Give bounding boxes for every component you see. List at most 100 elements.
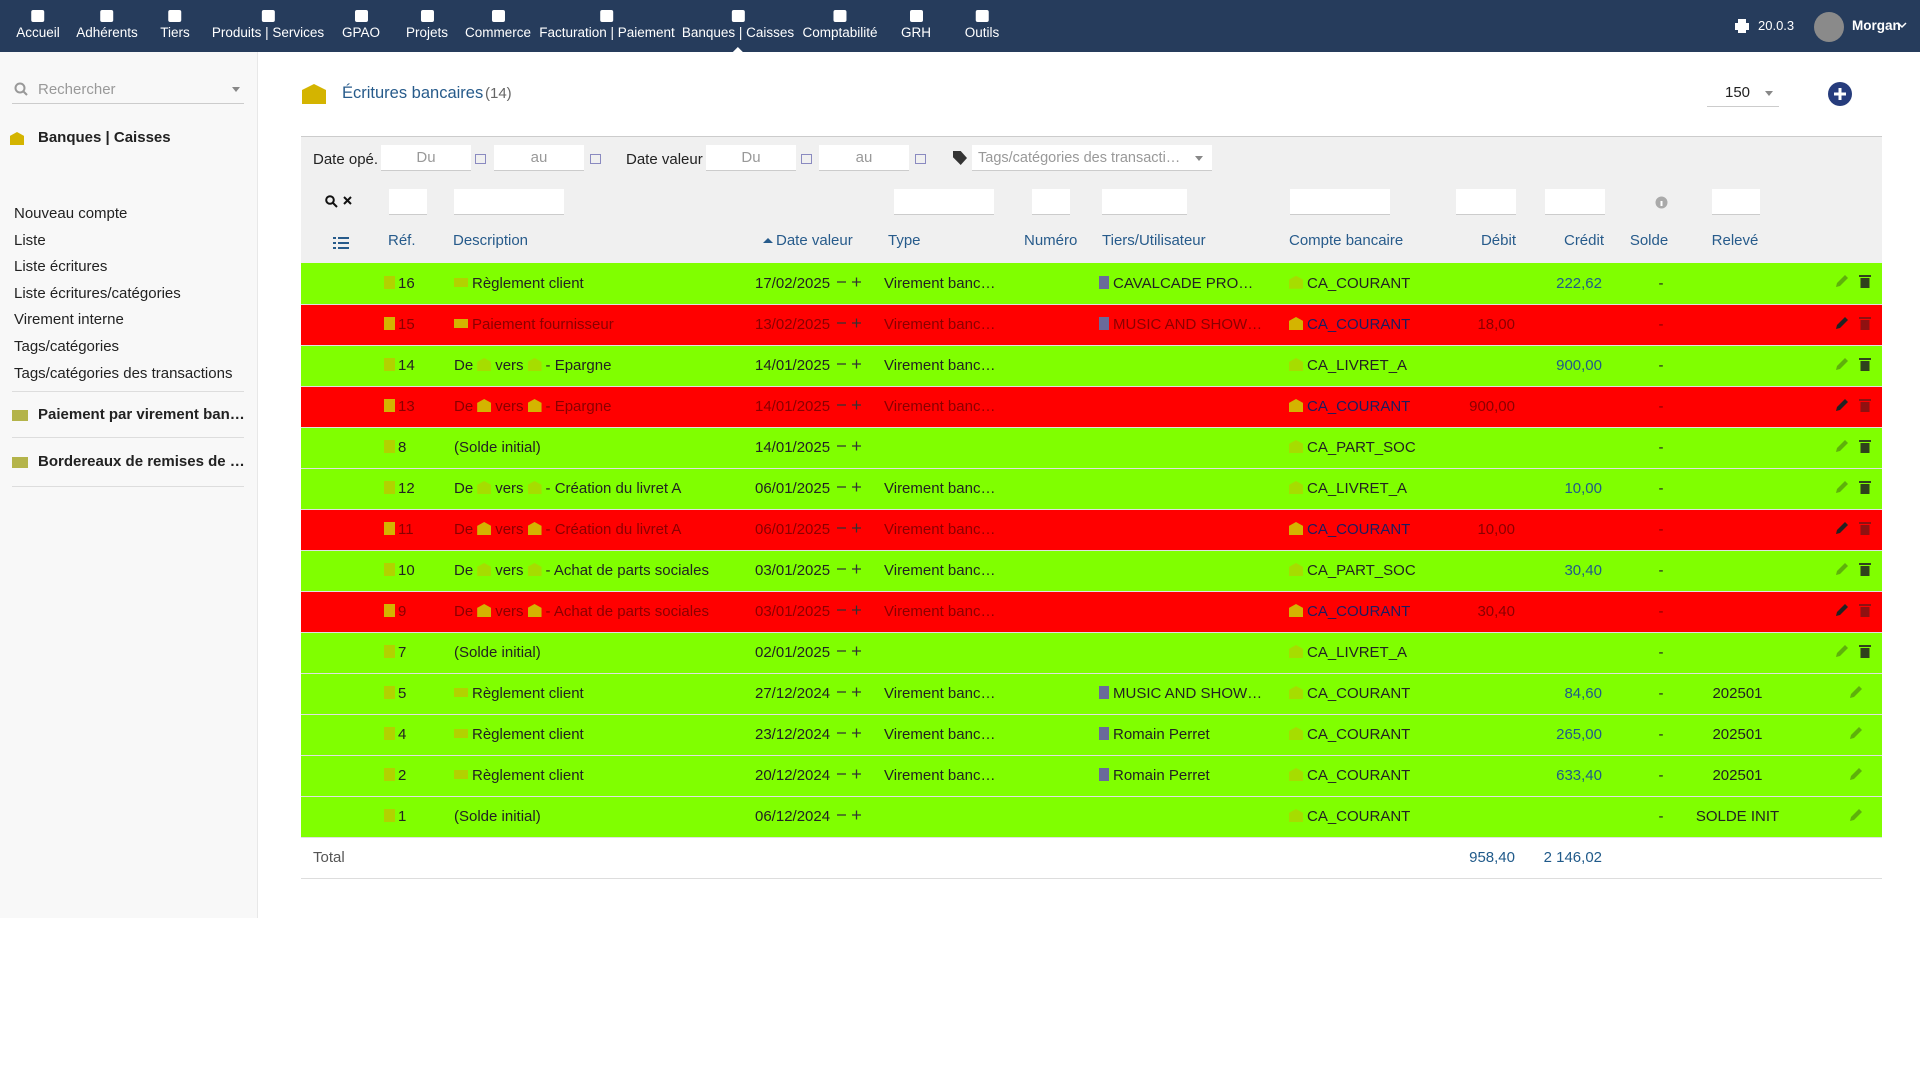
edit-button[interactable] (1834, 602, 1850, 618)
edit-button[interactable] (1834, 520, 1850, 536)
ref[interactable]: 11 (398, 521, 414, 538)
date-adjust[interactable] (836, 440, 862, 452)
menu-link[interactable]: Tags/catégories des transactions (14, 365, 233, 382)
edit-button[interactable] (1848, 807, 1864, 823)
ref[interactable]: 10 (398, 562, 415, 579)
ref[interactable]: 4 (398, 726, 407, 743)
ref[interactable]: 16 (398, 274, 415, 292)
column-header[interactable]: Type (888, 232, 921, 249)
account[interactable]: CA_COURANT (1307, 316, 1411, 333)
edit-button[interactable] (1834, 273, 1850, 289)
date-adjust[interactable] (836, 645, 862, 657)
tiers[interactable]: Romain Perret (1113, 726, 1210, 743)
search-box[interactable]: Rechercher (12, 78, 244, 104)
delete-button[interactable] (1858, 602, 1872, 618)
tiers[interactable]: MUSIC AND SHOW… (1113, 685, 1263, 702)
date-adjust[interactable] (836, 522, 862, 534)
bank-icon[interactable] (527, 358, 542, 371)
print-icon[interactable] (1734, 18, 1750, 34)
edit-button[interactable] (1848, 725, 1864, 741)
delete-button[interactable] (1858, 561, 1872, 577)
filter-select[interactable] (1290, 189, 1390, 215)
menu-link[interactable]: Tags/catégories (14, 338, 120, 355)
menu-link[interactable]: Virement interne (14, 311, 124, 328)
bank-icon[interactable] (477, 604, 492, 617)
column-header[interactable]: Tiers/Utilisateur (1102, 232, 1206, 249)
search-clear-buttons[interactable] (325, 195, 355, 209)
delete-button[interactable] (1858, 315, 1872, 331)
account[interactable]: CA_COURANT (1307, 726, 1411, 743)
menu-link[interactable]: Liste (14, 232, 46, 249)
filter-select[interactable] (894, 189, 994, 215)
menu-link[interactable]: Paiement par virement ban… (38, 406, 245, 423)
tiers[interactable]: MUSIC AND SHOW… (1113, 316, 1263, 333)
ref[interactable]: 9 (398, 603, 407, 620)
ref[interactable]: 5 (398, 685, 407, 702)
ref[interactable]: 15 (398, 316, 415, 333)
filter-input[interactable] (1032, 189, 1070, 215)
edit-button[interactable] (1834, 315, 1850, 331)
delete-button[interactable] (1858, 520, 1872, 536)
delete-button[interactable] (1858, 479, 1872, 495)
menu-link[interactable]: Nouveau compte (14, 205, 128, 222)
edit-button[interactable] (1834, 643, 1850, 659)
bank-icon[interactable] (527, 399, 542, 412)
filter-input[interactable] (389, 189, 427, 215)
calendar-icon[interactable] (801, 154, 812, 164)
date-adjust[interactable] (836, 768, 862, 780)
nav-item[interactable]: Comptabilité (802, 0, 878, 52)
edit-button[interactable] (1834, 438, 1850, 454)
edit-button[interactable] (1834, 356, 1850, 372)
section-title[interactable]: Banques | Caisses (38, 129, 171, 146)
account[interactable]: CA_LIVRET_A (1307, 357, 1408, 374)
bank-icon[interactable] (477, 358, 492, 371)
list-icon[interactable] (333, 236, 349, 250)
column-header[interactable]: Numéro (1024, 232, 1078, 249)
column-header[interactable]: Compte bancaire (1289, 232, 1404, 249)
nav-item[interactable]: Outils (965, 0, 999, 52)
delete-button[interactable] (1858, 356, 1872, 372)
date-input[interactable]: Du (706, 145, 796, 171)
account[interactable]: CA_COURANT (1307, 685, 1411, 702)
nav-item[interactable]: Facturation | Paiement (539, 0, 675, 52)
edit-button[interactable] (1848, 684, 1864, 700)
date-adjust[interactable] (836, 686, 862, 698)
date-adjust[interactable] (836, 358, 862, 370)
bank-icon[interactable] (527, 604, 542, 617)
date-adjust[interactable] (836, 481, 862, 493)
add-button[interactable] (1828, 82, 1852, 106)
account[interactable]: CA_COURANT (1307, 521, 1411, 538)
nav-item[interactable]: Accueil (16, 0, 60, 52)
filter-input[interactable] (454, 189, 564, 215)
nav-item[interactable]: Projets (406, 0, 448, 52)
date-adjust[interactable] (836, 317, 862, 329)
nav-item[interactable]: Adhérents (76, 0, 138, 52)
ref[interactable]: 7 (398, 644, 407, 661)
column-header[interactable]: Description (453, 232, 529, 249)
column-header[interactable]: Réf. (388, 232, 416, 249)
account[interactable]: CA_COURANT (1307, 767, 1411, 784)
account[interactable]: CA_COURANT (1307, 808, 1411, 825)
account[interactable]: CA_LIVRET_A (1307, 644, 1408, 661)
date-adjust[interactable] (836, 563, 862, 575)
date-adjust[interactable] (836, 399, 862, 411)
avatar[interactable] (1814, 12, 1844, 42)
filter-input[interactable] (1102, 189, 1187, 215)
nav-item[interactable]: GPAO (342, 0, 380, 52)
nav-item[interactable]: Tiers (160, 0, 190, 52)
menu-link[interactable]: Bordereaux de remises de … (38, 453, 245, 470)
nav-item[interactable]: Commerce (465, 0, 531, 52)
ref[interactable]: 8 (398, 439, 407, 456)
filter-input[interactable] (1456, 189, 1516, 215)
edit-button[interactable] (1848, 766, 1864, 782)
filter-input[interactable] (1545, 189, 1605, 215)
menu-link[interactable]: Liste écritures/catégories (14, 285, 181, 302)
calendar-icon[interactable] (475, 154, 486, 164)
tiers[interactable]: Romain Perret (1113, 767, 1210, 784)
edit-button[interactable] (1834, 561, 1850, 577)
bank-icon[interactable] (527, 481, 542, 494)
account[interactable]: CA_COURANT (1307, 398, 1411, 415)
edit-button[interactable] (1834, 397, 1850, 413)
bank-icon[interactable] (527, 563, 542, 576)
user-name[interactable]: Morgan (1852, 18, 1901, 33)
